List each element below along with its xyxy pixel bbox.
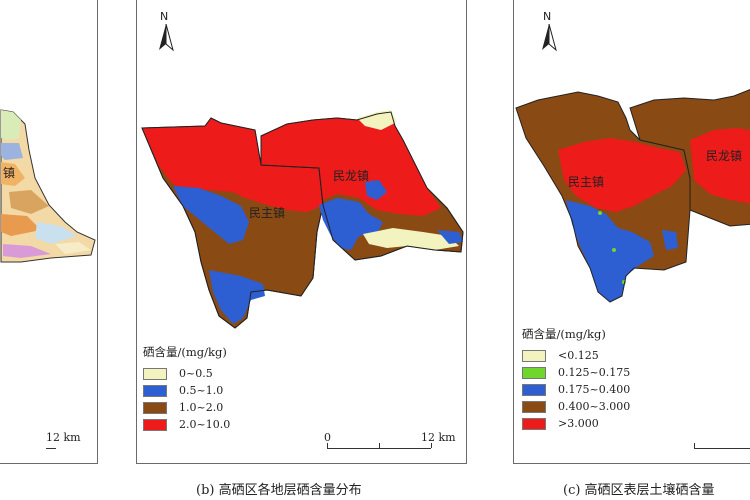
legend-label: >3.000 — [558, 417, 599, 430]
legend-swatch — [522, 417, 546, 430]
legend-label: 0.175~0.400 — [558, 383, 631, 396]
panel-b-legend-item: 0.5~1.0 — [143, 382, 230, 399]
panel-c-west-region-blue — [566, 200, 654, 302]
panel-c-map: 民主镇 民龙镇 — [515, 89, 750, 303]
panel-c-west-region-red — [558, 138, 686, 212]
north-arrow-icon — [542, 24, 557, 52]
map-panel-c: 民主镇 民龙镇 N 硒含量/(mg/kg) <0.125 0.125~0.175… — [513, 0, 750, 464]
panel-b-east-region-blue — [319, 198, 383, 250]
panel-c-legend-item: 0.125~0.175 — [522, 364, 630, 381]
panel-b-east-region-blue-edge — [437, 230, 463, 244]
panel-b-legend-item: 0~0.5 — [143, 365, 230, 382]
panel-c-legend-title: 硒含量/(mg/kg) — [522, 327, 606, 341]
legend-label: 0~0.5 — [179, 367, 213, 380]
panel-b-town-minlong: 民龙镇 — [333, 169, 369, 183]
panel-c-legend: 硒含量/(mg/kg) <0.125 0.125~0.175 0.175~0.4… — [522, 326, 630, 432]
map-panel-a: 镇 12 km — [0, 0, 98, 464]
panel-b-caption: (b) 高硒区各地层硒含量分布 — [196, 483, 362, 498]
panel-b-map: 民主镇 民龙镇 — [141, 110, 464, 329]
legend-label: 1.0~2.0 — [179, 401, 224, 414]
panel-b-town-minzhu: 民主镇 — [249, 206, 285, 220]
panel-b-east-region-blue-small — [365, 180, 387, 200]
legend-label: 0.5~1.0 — [179, 384, 224, 397]
panel-c-legend-item: <0.125 — [522, 347, 630, 364]
legend-swatch — [143, 418, 167, 431]
legend-swatch — [522, 400, 546, 413]
legend-label: <0.125 — [558, 349, 599, 362]
panel-b-legend-item: 2.0~10.0 — [143, 416, 230, 433]
legend-swatch — [522, 383, 546, 396]
panel-c-town-minlong: 民龙镇 — [706, 149, 742, 163]
panel-c-west-region-blue2 — [662, 230, 678, 250]
panel-c-west-outline — [515, 91, 691, 303]
legend-swatch — [522, 349, 546, 362]
panel-b-scale-start: 0 — [324, 431, 331, 444]
panel-c-east-outline — [629, 89, 750, 227]
panel-b-legend-title: 硒含量/(mg/kg) — [143, 345, 227, 359]
panel-b-scale-end: 12 km — [421, 431, 456, 444]
panel-b-east-region-cream1 — [357, 110, 397, 130]
legend-label: 0.125~0.175 — [558, 366, 631, 379]
panel-c-north-arrow: N — [538, 10, 560, 52]
panel-c-legend-item: 0.400~3.000 — [522, 398, 630, 415]
panel-c-town-minzhu: 民主镇 — [568, 175, 604, 189]
panel-a-map: 镇 — [0, 109, 96, 263]
legend-swatch — [522, 366, 546, 379]
panel-b-west-region-blue2 — [209, 270, 265, 324]
panel-c-east-region-red — [690, 128, 750, 204]
panel-b-west-region-blue1 — [173, 186, 249, 244]
panel-c-green-dot — [612, 248, 616, 252]
panel-b-legend: 硒含量/(mg/kg) 0~0.5 0.5~1.0 1.0~2.0 2.0~10… — [143, 344, 230, 433]
panel-b-east-outline — [260, 111, 464, 261]
panel-b-east-region-cream2 — [363, 228, 459, 250]
panel-a-scale-end: 12 km — [46, 431, 81, 444]
north-arrow-icon — [159, 24, 174, 52]
legend-label: 2.0~10.0 — [179, 418, 231, 431]
panel-b-legend-item: 1.0~2.0 — [143, 399, 230, 416]
legend-swatch — [143, 384, 167, 397]
panel-b-west-outline — [141, 117, 324, 329]
panel-a-town-label: 镇 — [3, 166, 15, 180]
legend-swatch — [143, 401, 167, 414]
panel-c-caption: (c) 高硒区表层土壤硒含量 — [563, 483, 715, 498]
panel-c-legend-item: 0.175~0.400 — [522, 381, 630, 398]
map-panel-b: 民主镇 民龙镇 N 硒含量/(mg/kg) 0~0.5 0.5~1.0 1.0~… — [136, 0, 467, 464]
panel-c-green-dot — [598, 211, 602, 215]
panel-c-north-letter: N — [543, 10, 552, 23]
legend-swatch — [143, 367, 167, 380]
panel-c-legend-item: >3.000 — [522, 415, 630, 432]
panel-b-north-letter: N — [160, 10, 169, 23]
panel-b-east-region-red — [261, 112, 441, 216]
panel-b-north-arrow: N — [155, 10, 177, 52]
legend-label: 0.400~3.000 — [558, 400, 631, 413]
